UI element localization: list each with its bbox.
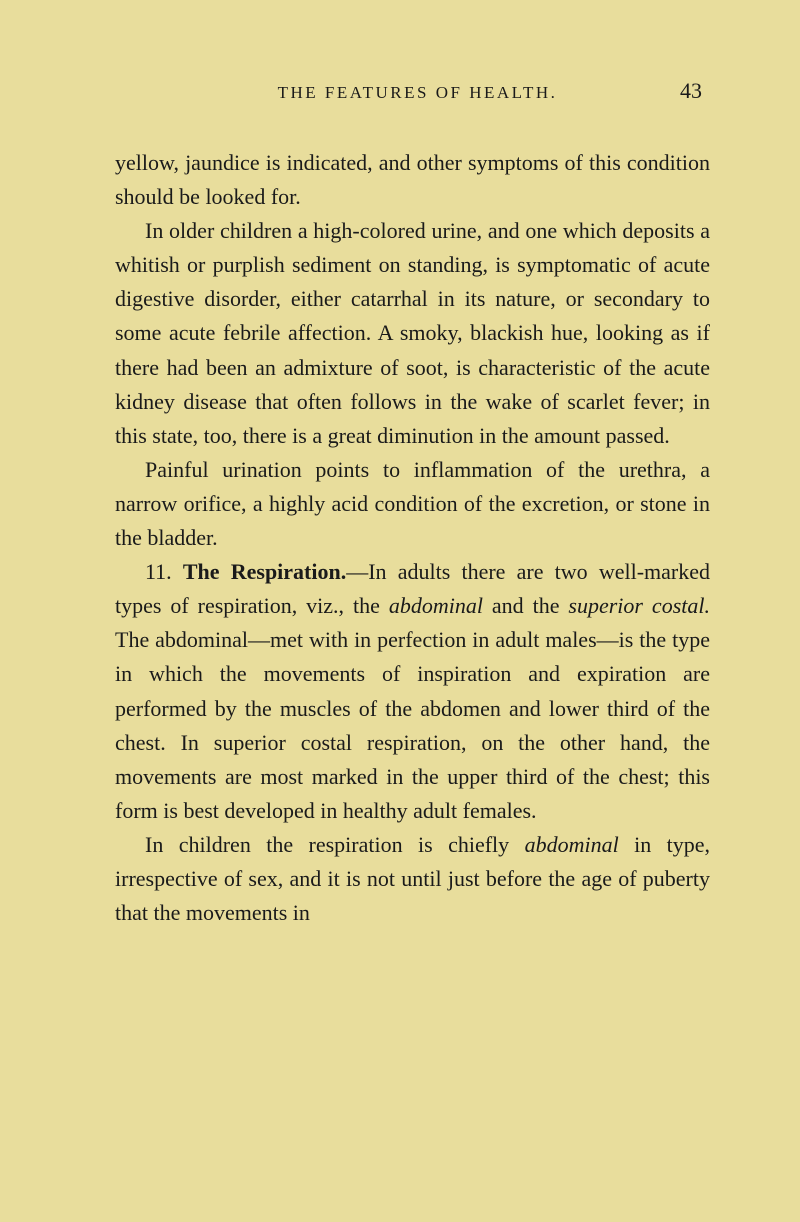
- paragraph-4: 11. The Respiration.—In adults there are…: [115, 555, 710, 828]
- paragraph-3: Painful urination points to inflammation…: [115, 453, 710, 555]
- paragraph-5-text-a: In children the respiration is chiefly: [145, 832, 525, 857]
- paragraph-4-text-b: and the: [483, 593, 568, 618]
- italic-term-abdominal: abdominal: [389, 593, 483, 618]
- body-text: yellow, jaundice is indicated, and other…: [115, 146, 710, 930]
- paragraph-2: In older children a high-colored urine, …: [115, 214, 710, 453]
- page-container: THE FEATURES OF HEALTH. 43 yellow, jaund…: [115, 78, 710, 1152]
- italic-term-superior-costal: superior costal.: [568, 593, 710, 618]
- page-number: 43: [680, 78, 702, 104]
- paragraph-1: yellow, jaundice is indicated, and other…: [115, 146, 710, 214]
- paragraph-4-text-c: The abdominal—met with in perfection in …: [115, 627, 710, 822]
- paragraph-5: In children the respiration is chiefly a…: [115, 828, 710, 930]
- italic-term-abdominal-2: abdominal: [525, 832, 619, 857]
- section-title: The Respiration.: [183, 559, 346, 584]
- section-number: 11.: [145, 559, 183, 584]
- running-title: THE FEATURES OF HEALTH.: [175, 83, 660, 103]
- page-header: THE FEATURES OF HEALTH. 43: [115, 78, 710, 104]
